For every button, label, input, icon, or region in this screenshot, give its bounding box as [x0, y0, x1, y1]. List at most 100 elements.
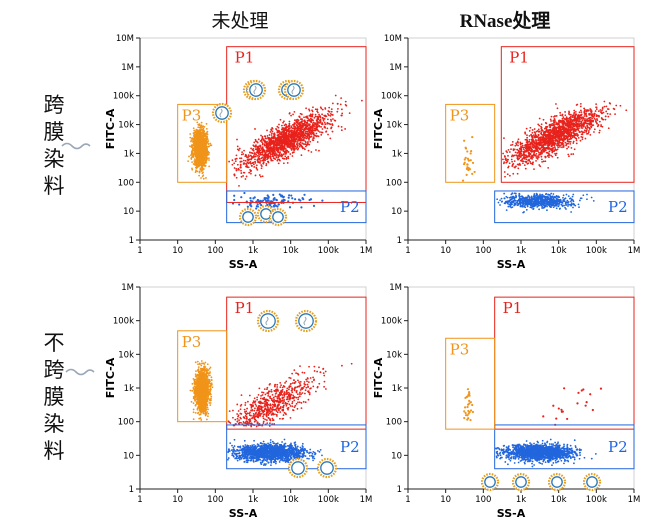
data-point: [298, 123, 301, 126]
data-point: [193, 141, 196, 143]
data-point: [570, 131, 573, 134]
data-point: [542, 145, 545, 148]
data-point: [191, 168, 194, 171]
data-point: [298, 127, 301, 130]
data-point: [545, 125, 547, 128]
data-point: [320, 133, 323, 136]
data-point: [559, 133, 562, 135]
data-point: [548, 150, 551, 153]
data-point: [309, 115, 312, 117]
data-point: [544, 160, 547, 163]
data-point: [284, 133, 287, 135]
data-point: [239, 163, 242, 166]
data-point: [260, 167, 263, 170]
data-point: [199, 144, 202, 147]
data-point: [561, 134, 564, 136]
data-point: [517, 138, 520, 141]
data-point: [540, 127, 543, 130]
data-point: [607, 115, 610, 118]
data-point: [234, 158, 237, 160]
data-point: [294, 145, 297, 148]
data-point: [197, 134, 199, 137]
data-point: [326, 112, 329, 115]
data-point: [524, 160, 527, 163]
data-point: [264, 155, 267, 158]
data-point: [590, 126, 593, 129]
data-point: [299, 143, 301, 145]
data-point: [526, 142, 529, 145]
data-point: [559, 111, 562, 114]
data-point: [195, 165, 198, 167]
data-point: [198, 152, 201, 155]
data-point: [538, 164, 541, 166]
data-point: [240, 196, 243, 199]
data-point: [284, 150, 287, 153]
data-point: [554, 133, 557, 135]
data-point: [581, 116, 584, 119]
data-point: [304, 121, 306, 124]
data-point: [201, 159, 204, 162]
data-point: [525, 158, 528, 161]
data-point: [593, 117, 596, 120]
data-point: [287, 157, 290, 160]
data-point: [508, 151, 511, 153]
data-point: [283, 198, 286, 202]
data-point: [199, 146, 202, 149]
x-tick-label: 100k: [318, 246, 339, 256]
data-point: [601, 118, 604, 121]
data-point: [238, 203, 241, 206]
data-point: [301, 122, 304, 125]
data-point: [197, 123, 200, 126]
data-point: [256, 158, 259, 161]
data-point: [330, 118, 332, 121]
data-point: [507, 158, 510, 161]
data-point: [195, 134, 198, 137]
data-point: [233, 167, 236, 169]
data-point: [286, 130, 289, 132]
data-point: [258, 150, 260, 153]
data-point: [537, 123, 540, 126]
data-point: [531, 155, 533, 157]
data-point: [265, 149, 268, 152]
data-point: [234, 160, 237, 163]
data-point: [568, 113, 571, 116]
data-point: [537, 155, 540, 158]
data-point: [289, 140, 291, 143]
data-point: [288, 206, 292, 209]
data-point: [578, 114, 581, 117]
data-point: [276, 129, 279, 132]
data-point: [607, 127, 610, 130]
data-point: [250, 205, 253, 208]
data-point: [542, 141, 544, 144]
data-point: [529, 149, 532, 152]
data-point: [537, 134, 540, 136]
data-point: [202, 136, 205, 138]
data-point: [569, 131, 571, 134]
data-point: [550, 140, 553, 143]
data-point: [564, 124, 567, 127]
data-point: [581, 123, 584, 125]
data-point: [312, 119, 314, 122]
data-point: [291, 144, 294, 147]
data-point: [283, 124, 286, 127]
data-point: [200, 177, 202, 179]
data-point: [568, 133, 570, 135]
data-point: [255, 205, 258, 208]
data-point: [259, 160, 262, 162]
data-point: [265, 163, 268, 165]
data-point: [288, 194, 291, 197]
data-point: [572, 135, 574, 138]
data-point: [200, 121, 203, 124]
data-point: [517, 149, 520, 152]
y-tick-label: 10k: [386, 121, 402, 131]
data-point: [281, 154, 284, 157]
y-tick-label: 10M: [384, 34, 402, 44]
data-point: [240, 175, 243, 178]
data-point: [531, 150, 534, 153]
data-point: [284, 155, 287, 158]
data-point: [340, 97, 343, 100]
y-tick-label: 1k: [392, 149, 402, 159]
data-point: [289, 153, 292, 155]
data-point: [547, 140, 550, 143]
data-point: [253, 152, 256, 154]
